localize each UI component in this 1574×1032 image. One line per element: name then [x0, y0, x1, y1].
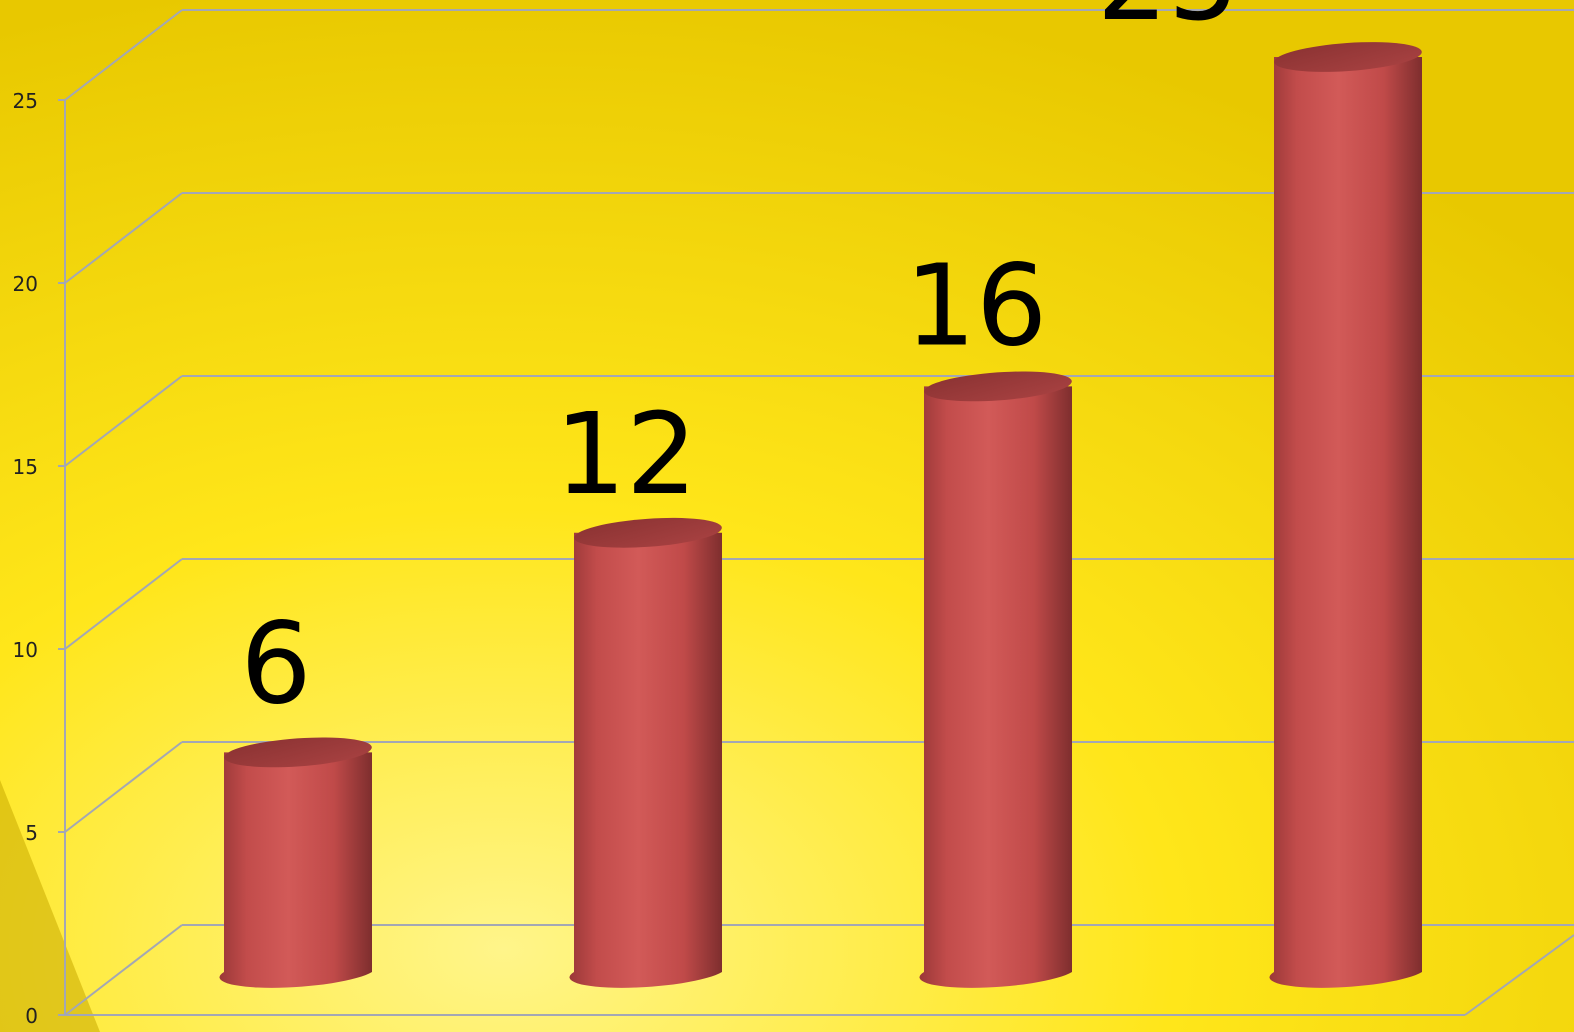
gridline-side	[64, 741, 183, 833]
gridline-side	[64, 558, 183, 650]
y-tick-label: 15	[13, 455, 38, 479]
data-label: 12	[555, 390, 698, 520]
bar	[1269, 42, 1422, 988]
bar	[919, 371, 1072, 988]
bar	[569, 517, 722, 988]
y-tick-label: 0	[25, 1004, 38, 1028]
y-tick-label: 25	[13, 89, 38, 113]
bar	[219, 737, 372, 988]
bar-body	[1269, 57, 1422, 988]
y-tick-label: 5	[25, 821, 38, 845]
y-axis-ticks: 0 5 10 15 20 25	[13, 89, 38, 1028]
data-label-layer: 6 12 16 25	[240, 0, 1239, 729]
gridline-side	[64, 924, 183, 1016]
bar-top	[224, 737, 372, 768]
bar-top	[924, 371, 1072, 402]
data-label: 25	[1097, 0, 1240, 46]
gridline-side	[64, 9, 183, 101]
bar-layer	[219, 42, 1422, 988]
data-label: 16	[905, 241, 1048, 371]
gridline-side	[64, 375, 183, 467]
y-tick-label: 10	[13, 638, 38, 662]
gridline-side	[64, 192, 183, 284]
background-swoosh	[0, 780, 100, 1032]
bar-body	[569, 532, 722, 988]
y-tick-label: 20	[13, 272, 38, 296]
bar-body	[219, 752, 372, 988]
bar-top	[1274, 42, 1422, 72]
floor-right-edge	[1464, 934, 1574, 1016]
bar-body	[919, 386, 1072, 988]
bar-top	[574, 517, 722, 548]
data-label: 6	[240, 599, 311, 729]
